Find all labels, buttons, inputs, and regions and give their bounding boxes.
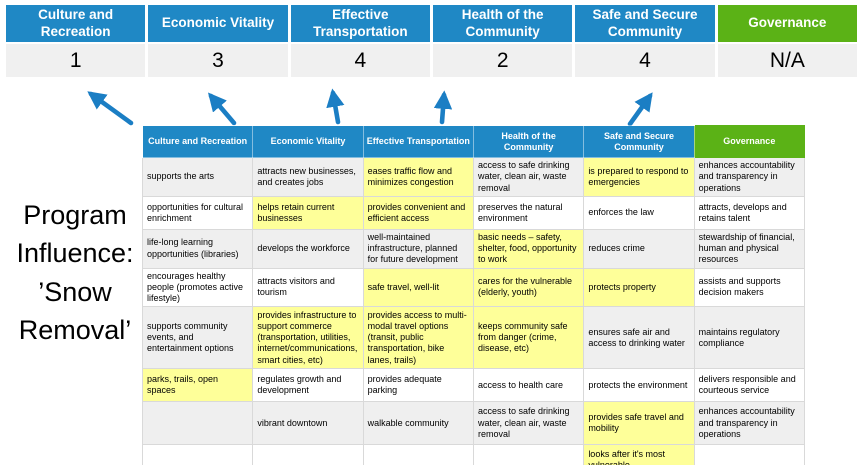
matrix-cell: ensures safe air and access to drinking … xyxy=(583,306,695,370)
scorecard: Culture and Recreation 1 Economic Vitality… xyxy=(6,5,857,77)
matrix-cell: attracts new businesses, and creates job… xyxy=(252,157,364,197)
scorecard-header: Culture and Recreation xyxy=(6,5,146,42)
matrix-row: opportunities for cultural enrichment hel… xyxy=(141,195,806,230)
matrix-cell: provides convenient and efficient access xyxy=(362,195,474,230)
matrix-cell: opportunities for cultural enrichment xyxy=(141,195,254,230)
matrix-cell: preserves the natural environment xyxy=(472,195,585,230)
matrix-cell: provides infrastructure to support comme… xyxy=(252,306,364,370)
matrix-header: Safe and Secure Community xyxy=(583,125,695,158)
matrix-cell: maintains regulatory compliance xyxy=(693,306,806,370)
scorecard-column: Health of the Community 2 xyxy=(432,5,573,77)
matrix-cell: enhances accountability and transparency… xyxy=(693,401,806,446)
matrix-cell: enhances accountability and transparency… xyxy=(693,157,806,197)
matrix-header: Governance xyxy=(693,125,806,158)
scorecard-score: 3 xyxy=(148,44,288,77)
scorecard-column: Effective Transportation 4 xyxy=(290,5,430,77)
matrix-cell xyxy=(141,444,254,465)
scorecard-score: 4 xyxy=(290,44,430,77)
matrix-row: encourages healthy people (promotes acti… xyxy=(141,267,806,308)
title-line: Removal’ xyxy=(18,314,132,345)
matrix-cell: protects property xyxy=(583,267,695,308)
scorecard-score: 4 xyxy=(575,44,715,77)
matrix-cell: stewardship of financial, human and phys… xyxy=(693,228,806,269)
matrix-header: Culture and Recreation xyxy=(141,125,254,158)
matrix-row: supports community events, and entertain… xyxy=(141,306,806,370)
scorecard-column: Governance N/A xyxy=(717,5,857,77)
matrix-cell: life-long learning opportunities (librar… xyxy=(141,228,254,269)
matrix-cell: provides safe travel and mobility xyxy=(583,401,695,446)
matrix-cell xyxy=(141,401,254,446)
scorecard-score: 2 xyxy=(432,44,573,77)
matrix-cell: reduces crime xyxy=(583,228,695,269)
matrix-cell: well-maintained infrastructure, planned … xyxy=(362,228,474,269)
scorecard-header: Health of the Community xyxy=(432,5,573,42)
arrow-safe xyxy=(627,92,653,127)
matrix-cell xyxy=(252,444,364,465)
scorecard-column: Safe and Secure Community 4 xyxy=(575,5,715,77)
matrix-cell: supports community events, and entertain… xyxy=(141,306,254,370)
matrix-cell: encourages healthy people (promotes acti… xyxy=(141,267,254,308)
matrix-header-row: Culture and Recreation Economic Vitality E… xyxy=(141,125,806,158)
title-line: Influence: xyxy=(16,238,134,269)
matrix-cell: access to health care xyxy=(472,368,585,403)
matrix-cell xyxy=(362,444,474,465)
title-line: ’Snow xyxy=(38,276,112,307)
matrix-cell: develops the workforce xyxy=(252,228,364,269)
matrix-row: parks, trails, open spaces regulates grow… xyxy=(141,368,806,403)
arrow-culture xyxy=(87,91,134,126)
scorecard-column: Economic Vitality 3 xyxy=(148,5,288,77)
scorecard-column: Culture and Recreation 1 xyxy=(6,5,146,77)
matrix-cell: access to safe drinking water, clean air… xyxy=(472,157,585,197)
matrix-cell: attracts, develops and retains talent xyxy=(693,195,806,230)
matrix-cell: eases traffic flow and minimizes congest… xyxy=(362,157,474,197)
matrix-cell: attracts visitors and tourism xyxy=(252,267,364,308)
arrow-transportation xyxy=(326,88,345,125)
matrix-cell: supports the arts xyxy=(141,157,254,197)
scorecard-header: Governance xyxy=(717,5,857,42)
matrix-cell: provides adequate parking xyxy=(362,368,474,403)
matrix-cell: walkable community xyxy=(362,401,474,446)
matrix-row: vibrant downtown walkable community access… xyxy=(141,401,806,446)
scorecard-header: Economic Vitality xyxy=(148,5,288,42)
arrow-economic xyxy=(208,92,237,126)
matrix-cell xyxy=(693,444,806,465)
matrix-cell: protects the environment xyxy=(583,368,695,403)
matrix-cell: helps retain current businesses xyxy=(252,195,364,230)
matrix-cell: enforces the law xyxy=(583,195,695,230)
matrix-row: life-long learning opportunities (librar… xyxy=(141,228,806,269)
matrix-row: supports the arts attracts new businesses… xyxy=(141,157,806,197)
scorecard-score: 1 xyxy=(6,44,146,77)
matrix-header: Effective Transportation xyxy=(362,125,474,158)
matrix-cell xyxy=(472,444,585,465)
matrix-cell: vibrant downtown xyxy=(252,401,364,446)
scorecard-header: Safe and Secure Community xyxy=(575,5,715,42)
matrix-cell: regulates growth and development xyxy=(252,368,364,403)
matrix-cell: access to safe drinking water, clean air… xyxy=(472,401,585,446)
matrix-cell: basic needs – safety, shelter, food, opp… xyxy=(472,228,585,269)
matrix-cell: delivers responsible and courteous servi… xyxy=(693,368,806,403)
matrix-cell: provides access to multi-modal travel op… xyxy=(362,306,474,370)
matrix-cell: keeps community safe from danger (crime,… xyxy=(472,306,585,370)
matrix-cell: is prepared to respond to emergencies xyxy=(583,157,695,197)
matrix-cell: parks, trails, open spaces xyxy=(141,368,254,403)
scorecard-score: N/A xyxy=(717,44,857,77)
matrix-cell: looks after it's most vulnerable xyxy=(583,444,695,465)
matrix-cell: cares for the vulnerable (elderly, youth… xyxy=(472,267,585,308)
title-line: Program xyxy=(23,200,127,230)
matrix-cell: safe travel, well-lit xyxy=(362,267,474,308)
scorecard-header: Effective Transportation xyxy=(290,5,430,42)
program-title: Program Influence: ’Snow Removal’ xyxy=(0,196,150,349)
matrix-header: Economic Vitality xyxy=(252,125,364,158)
matrix-row: looks after it's most vulnerable xyxy=(141,444,806,465)
arrow-health xyxy=(433,90,453,125)
matrix-cell: assists and supports decision makers xyxy=(693,267,806,308)
influence-matrix: Culture and Recreation Economic Vitality E… xyxy=(141,125,806,465)
matrix-header: Health of the Community xyxy=(472,125,585,158)
